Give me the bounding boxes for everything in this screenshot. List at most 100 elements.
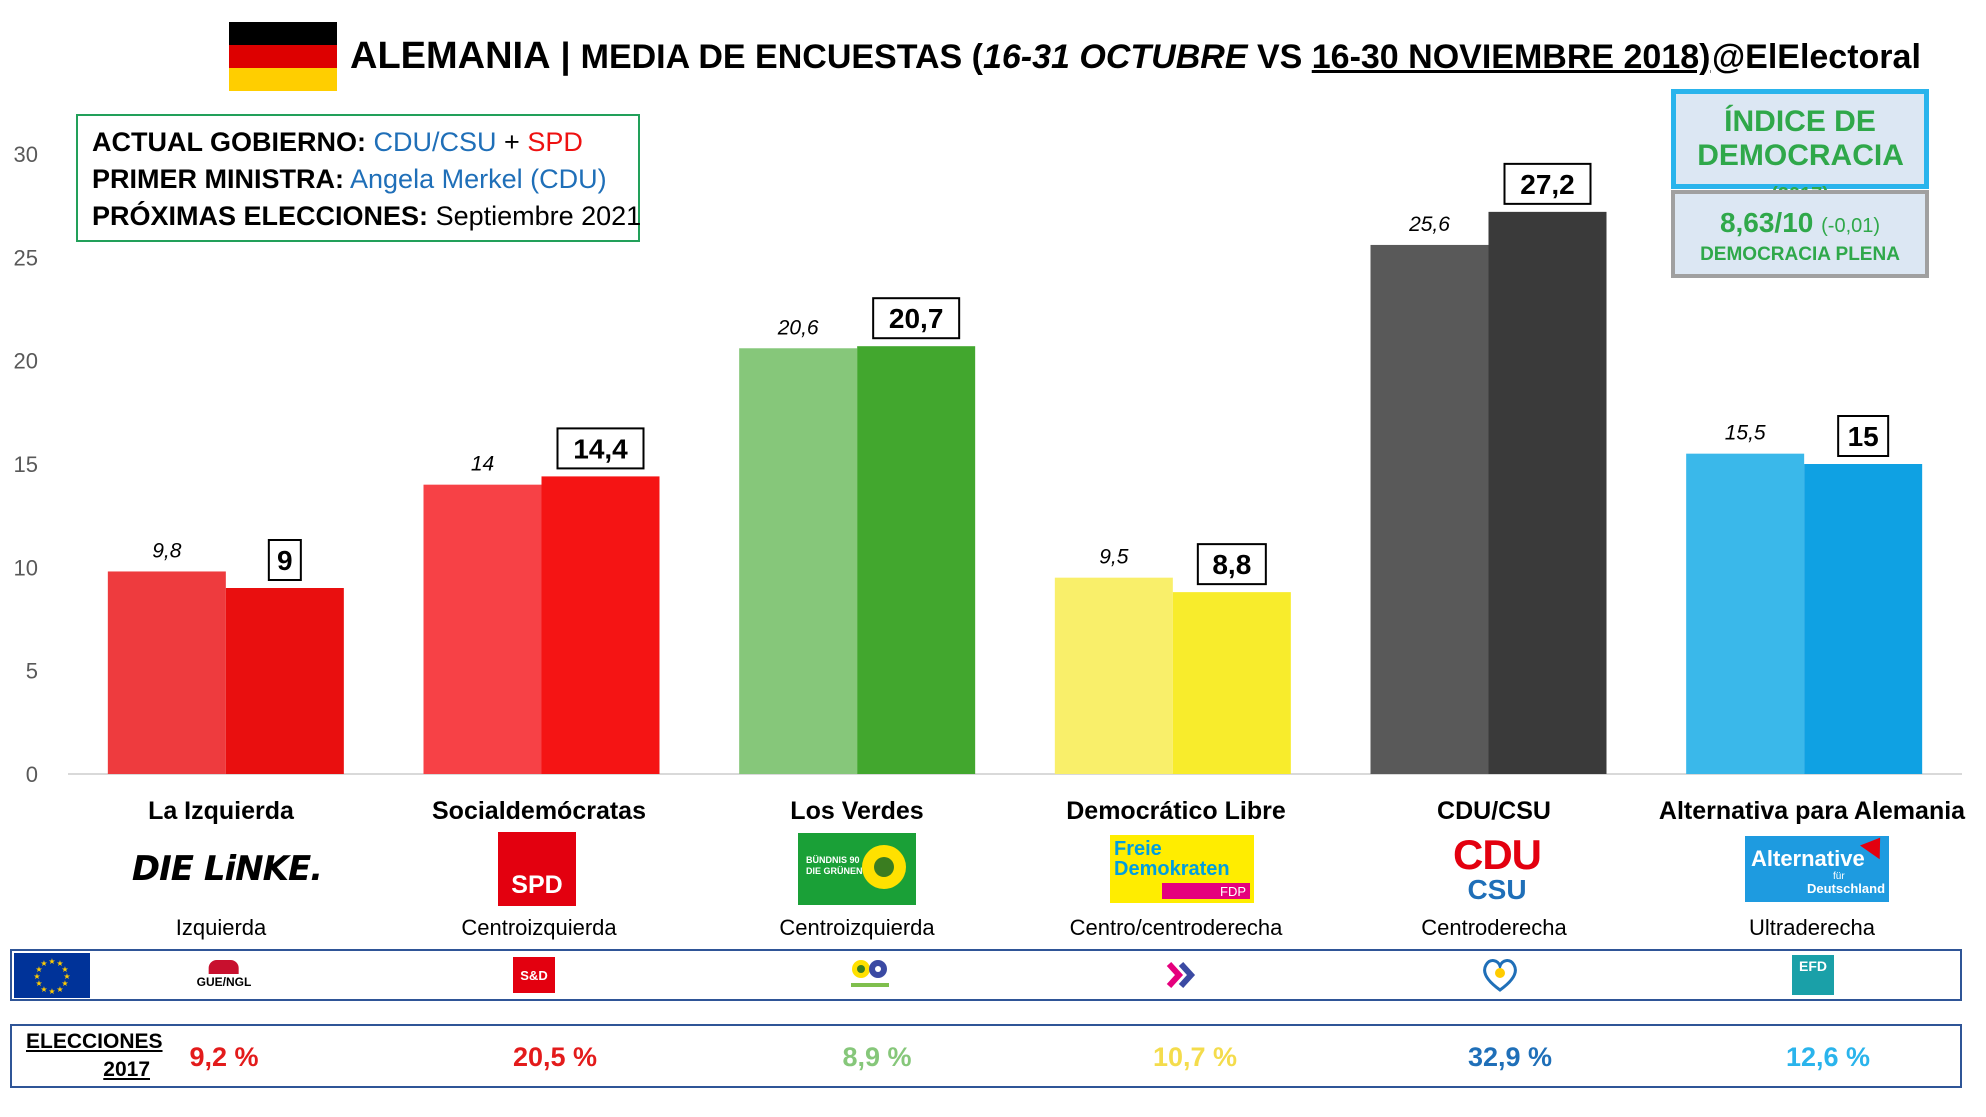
svg-text:★: ★ [40,959,47,968]
svg-text:★: ★ [48,987,55,996]
bar-november [857,346,976,774]
afd-logo-line-3: Deutschland [1807,881,1886,896]
eu-flag-icon: ★ ★ ★ ★ ★ ★ ★ ★ ★ ★ ★ ★ [14,953,90,998]
bar-label-october: 20,6 [777,316,819,339]
bar-label-november: 15 [1848,421,1879,452]
elections-label: ELECCIONES 2017 [26,1028,163,1084]
germany-flag [229,22,337,91]
next-election-value: Septiembre 2021 [435,201,642,231]
svg-text:★: ★ [56,959,63,968]
bar-october [1686,453,1805,774]
bar-november [1804,464,1923,774]
flag-stripe-gold [229,68,337,91]
efd-logo: EFD [1792,955,1834,995]
elections-label-line-2: 2017 [103,1058,150,1081]
fdp-logo-line-2: Demokraten [1114,858,1230,880]
flag-stripe-black [229,22,337,45]
bar-october [739,348,858,774]
party-ideology: Izquierda [175,915,267,940]
s-and-d-logo: S&D [513,955,555,995]
party-name: Los Verdes [790,797,924,825]
flag-stripe-red [229,45,337,68]
afd-logo: Alternative für Deutschland [1745,832,1889,906]
cdu-logo-text: CDU [1453,831,1542,878]
afd-logo-line-2: für [1833,871,1845,882]
afd-logo-line-1: Alternative [1751,846,1865,871]
bar-october [1370,244,1489,774]
bar-november [1172,592,1291,774]
bar-label-november: 14,4 [573,433,628,464]
bar-label-november: 8,8 [1212,549,1251,580]
die-linke-logo: DIE LiNKE. [131,832,323,906]
elections-label-line-1: ELECCIONES [26,1030,163,1053]
title-separator: | [550,35,581,76]
greens-logo: BÜNDNIS 90 DIE GRÜNEN [798,832,916,906]
democracy-change: (-0,01) [1821,215,1881,237]
bar-label-november: 9 [277,545,293,576]
party-ideology: Centroderecha [1421,915,1567,940]
party-name: Socialdemócratas [432,797,646,825]
gov-label: ACTUAL GOBIERNO: [92,127,366,157]
die-linke-logo-text: DIE LiNKE. [131,849,323,889]
bar-label-october: 9,8 [152,539,182,562]
svg-text:★: ★ [40,985,47,994]
bar-november [1488,211,1607,774]
title-lead: MEDIA DE ENCUESTAS ( [580,38,983,76]
y-tick-label: 20 [14,349,38,374]
y-tick-label: 15 [14,452,38,477]
pm-label: PRIMER MINISTRA: [92,164,344,194]
spd-logo-text: SPD [511,871,563,899]
greens-logo-text: BÜNDNIS 90 DIE GRÜNEN [806,855,863,876]
bar-label-box [267,539,302,581]
y-tick-label: 10 [14,555,38,580]
y-tick-label: 0 [26,762,38,787]
bar-label-october: 14 [471,453,494,476]
cdu-csu-logo: CDU CSU [1453,831,1542,906]
gov-row: ACTUAL GOBIERNO: CDU/CSU + SPD [92,124,624,161]
democracy-index-score-box: 8,63/10 (-0,01) DEMOCRACIA PLENA [1671,190,1929,278]
bar-november [541,476,660,774]
svg-text:★: ★ [35,965,42,974]
next-election-row: PRÓXIMAS ELECCIONES: Septiembre 2021 [92,198,641,235]
election-result: 8,9 % [842,1042,912,1072]
election-result: 20,5 % [512,1042,598,1072]
svg-text:★: ★ [33,972,40,981]
gue-ngl-text: GUE/NGL [196,975,252,989]
s-and-d-text: S&D [520,967,548,983]
party-name: Alternativa para Alemania [1658,797,1966,825]
bar-october [1054,577,1173,774]
y-tick-label: 30 [14,142,38,167]
election-result: 10,7 % [1152,1042,1238,1072]
democracy-title-1: ÍNDICE DE [1724,105,1876,138]
svg-text:★: ★ [61,965,68,974]
efd-text: EFD [1799,958,1827,974]
title-country: ALEMANIA [350,35,551,77]
bar-label-october: 15,5 [1725,422,1766,445]
gov-plus: + [504,127,520,157]
bar-october [423,484,542,774]
spd-logo: SPD [498,832,576,906]
epp-icon [1480,955,1520,995]
bar-label-november: 27,2 [1520,169,1575,200]
election-result: 9,2 % [189,1042,259,1072]
bar-label-box [1503,162,1592,205]
democracy-title-2: DEMOCRACIA [1697,139,1903,172]
svg-text:★: ★ [48,957,55,966]
bar-october [107,571,226,774]
election-result: 12,6 % [1785,1042,1871,1072]
csu-logo-text: CSU [1467,874,1527,905]
bar-label-october: 25,6 [1408,213,1450,236]
eu-group-row [10,949,1962,1001]
party-name: La Izquierda [148,797,294,825]
alde-icon [1165,955,1199,995]
party-ideology: Centro/centroderecha [1069,915,1283,940]
svg-text:★: ★ [61,979,68,988]
party-name: CDU/CSU [1437,797,1551,825]
fdp-logo-line-3: FDP [1220,884,1246,899]
party-name: Democrático Libre [1066,797,1286,825]
democracy-index-title-box: ÍNDICE DE DEMOCRACIA (2017) [1671,89,1929,206]
bar-label-box [1837,415,1890,457]
next-election-label: PRÓXIMAS ELECCIONES: [92,201,429,231]
y-tick-label: 25 [14,245,38,270]
